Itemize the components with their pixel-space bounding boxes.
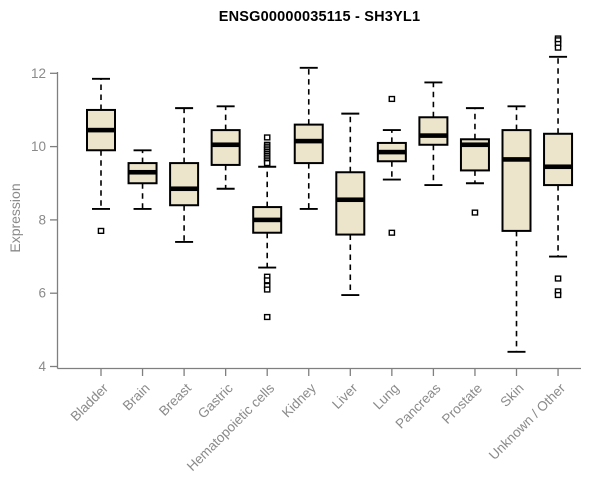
median-line — [170, 186, 199, 192]
y-tick-label: 8 — [38, 212, 46, 227]
median-line — [419, 133, 448, 138]
x-tick-label: Lung — [370, 381, 402, 413]
median-line — [502, 157, 531, 162]
x-tick-label: Pancreas — [393, 380, 444, 431]
outlier-point — [388, 229, 396, 236]
median-line — [460, 142, 489, 148]
iqr-box — [501, 129, 532, 232]
median-line — [87, 127, 115, 133]
outlier-point — [471, 209, 479, 216]
iqr-box — [543, 132, 574, 187]
y-tick-label: 4 — [38, 359, 46, 374]
median-line — [253, 217, 282, 223]
outlier-point — [263, 134, 271, 141]
iqr-box — [418, 116, 449, 146]
y-tick-label: 10 — [31, 139, 46, 154]
outlier-point — [263, 313, 271, 321]
chart-title: ENSG00000035115 - SH3YL1 — [218, 9, 421, 25]
median-line — [294, 138, 323, 144]
median-line — [336, 197, 365, 203]
x-tick-label: Gastric — [195, 380, 236, 421]
median-line — [128, 169, 157, 175]
x-tick-label: Kidney — [279, 380, 319, 420]
x-tick-label: Prostate — [439, 381, 485, 427]
outlier-point — [263, 286, 271, 293]
outlier-point — [97, 227, 105, 234]
y-tick-label: 12 — [31, 66, 46, 81]
outlier-point — [554, 291, 562, 299]
iqr-box — [293, 123, 324, 165]
outlier-point — [263, 277, 271, 284]
outlier-point — [388, 95, 396, 103]
outlier-point — [554, 275, 562, 282]
x-tick-label: Bladder — [68, 380, 112, 424]
outlier-point — [263, 159, 271, 167]
x-tick-label: Liver — [329, 380, 361, 412]
x-tick-label: Skin — [497, 381, 526, 410]
x-tick-label: Brain — [120, 381, 153, 414]
median-line — [544, 164, 573, 170]
iqr-box — [169, 162, 200, 207]
x-tick-label: Breast — [156, 380, 194, 418]
iqr-box — [335, 171, 366, 236]
outlier-point — [554, 44, 562, 51]
median-line — [377, 149, 406, 155]
median-line — [211, 142, 240, 148]
iqr-box — [210, 129, 241, 166]
y-tick-label: 6 — [38, 286, 46, 301]
x-tick-label: Unknown / Other — [486, 380, 569, 463]
